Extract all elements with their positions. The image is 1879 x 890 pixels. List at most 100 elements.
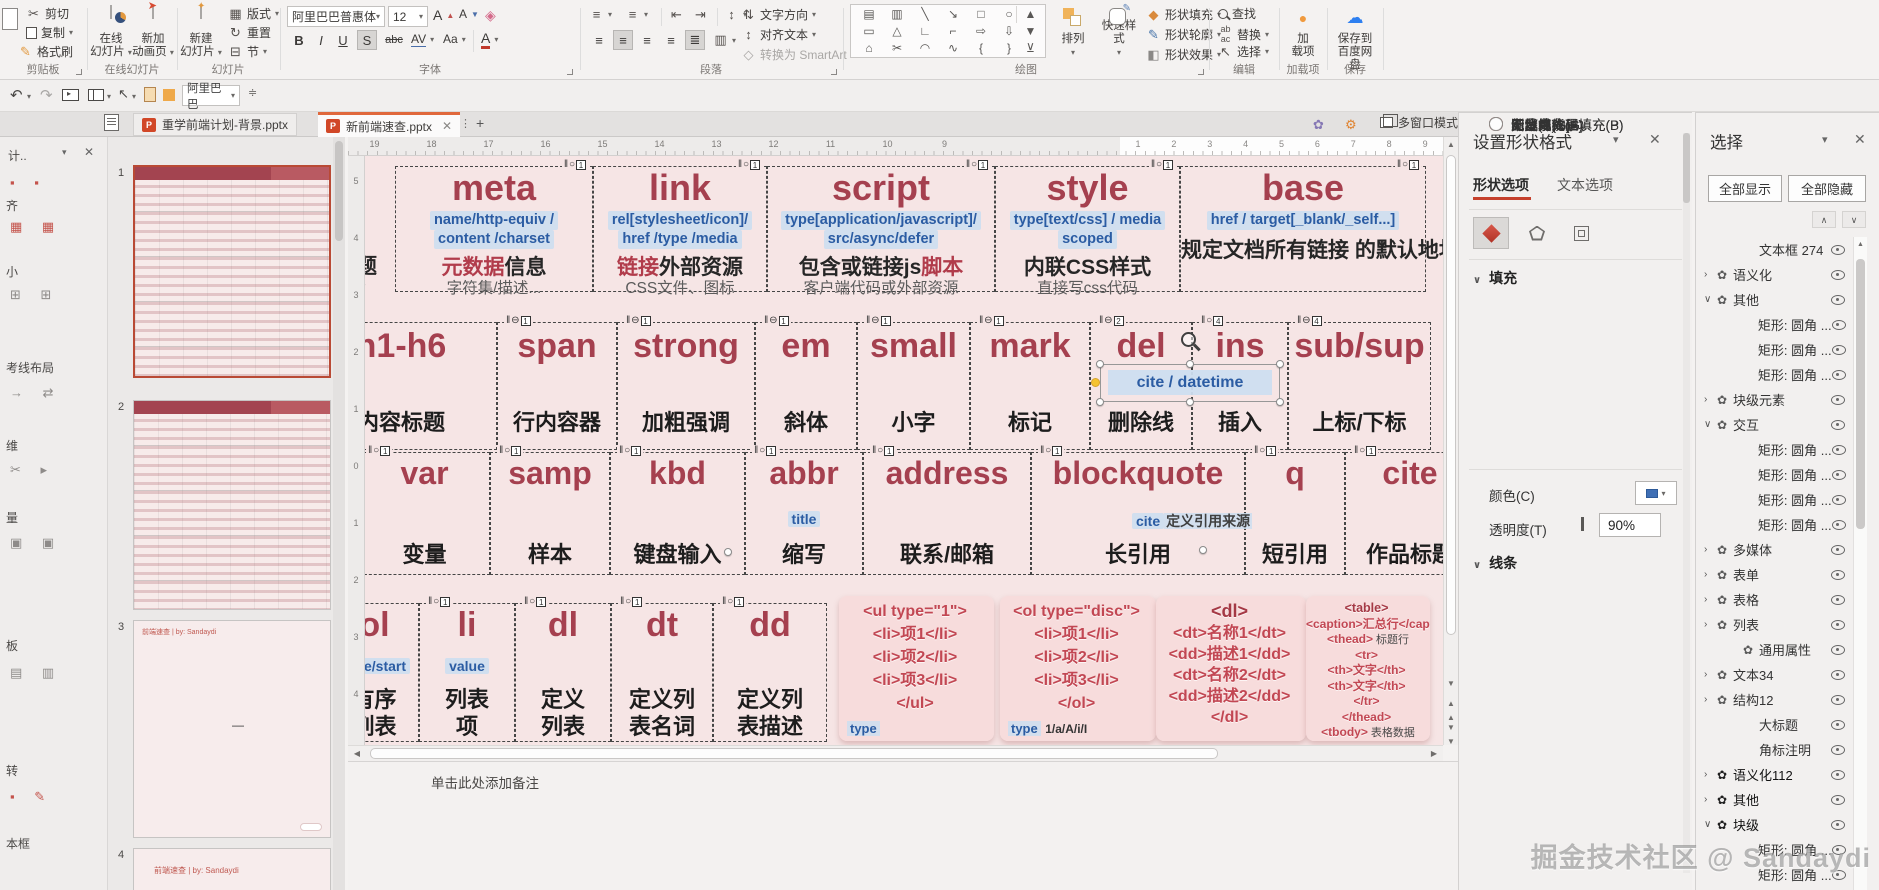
underline-button[interactable]: U — [338, 32, 348, 48]
numbering-button[interactable]: ≡ ▾ — [625, 7, 648, 22]
canvas-horizontal-scrollbar[interactable]: ◀ ▶ — [348, 745, 1443, 761]
align-right-button[interactable]: ≡ — [643, 32, 651, 48]
line-option-radio[interactable]: 渐变线(G) — [1489, 113, 1571, 135]
dialog-launcher-icon[interactable] — [831, 69, 837, 75]
document-tab-active[interactable]: P 新前端速查.pptx ✕ — [318, 112, 461, 137]
font-family-select[interactable]: 阿里巴巴普惠体 I ▾ — [287, 6, 385, 27]
tree-arrow-icon[interactable]: › — [1704, 694, 1708, 705]
replace-button[interactable]: ab ac 替换 ▾ — [1218, 24, 1269, 44]
selection-list-item[interactable]: ✿ 通用属性 — [1696, 637, 1852, 662]
shape-gallery[interactable]: ▤ ▥ ╲ ↘ □ ○ ▭ △ ∟ ⌐ ⇨ ⇩ ⌂ ✂ ◠ ∿ {} ▲ ▼ ⊻ — [850, 4, 1046, 58]
tool-icon-row[interactable]: ▣ ▣ — [10, 535, 63, 550]
tool-icon-row[interactable]: ✂ ▸ — [10, 462, 56, 477]
close-icon[interactable]: ✕ — [1854, 131, 1866, 147]
selection-list-item[interactable]: 矩形: 圆角 ... — [1696, 512, 1852, 537]
clear-format-button[interactable]: ◈ — [485, 7, 496, 23]
section-button[interactable]: ⊟ 节 ▾ — [228, 43, 267, 60]
shape-icon[interactable]: ⌐ — [949, 24, 957, 38]
tag-card[interactable]: ‖ ○ 1 blockquote 长引用 — [1031, 445, 1245, 575]
selection-list-item[interactable]: › ✿ 多媒体 — [1696, 537, 1852, 562]
online-slides-button[interactable]: 在线 幻灯片 ▾ — [90, 3, 132, 59]
paste-tool-icon[interactable] — [144, 87, 156, 102]
visibility-eye-icon[interactable] — [1831, 568, 1846, 581]
pane-scrollbar[interactable] — [1683, 133, 1690, 873]
tool-icon-row[interactable]: ▦ ▦ — [10, 219, 63, 234]
visibility-eye-icon[interactable] — [1831, 793, 1846, 806]
line-section-header[interactable]: ∨ 线条 — [1473, 555, 1518, 571]
redo-button[interactable]: ↷ — [40, 87, 53, 104]
visibility-eye-icon[interactable] — [1831, 843, 1846, 856]
new-slide-button[interactable]: ✦ 新建 幻灯片 ▾ — [180, 1, 222, 58]
visibility-eye-icon[interactable] — [1831, 468, 1846, 481]
tag-card[interactable]: ‖ ○ 1 abbr title 缩写 — [745, 445, 863, 575]
visibility-eye-icon[interactable] — [1831, 743, 1846, 756]
tag-card[interactable]: ‖ ○ 1 style type[text/css] / media scoped 内… — [995, 159, 1180, 297]
vertical-ruler[interactable]: 5 4 3 2 1 0 1 2 3 4 — [348, 156, 365, 745]
format-painter-button[interactable]: ✎ 格式刷 — [18, 43, 73, 60]
text-direction-button[interactable]: ⇅ 文字方向 ▾ — [741, 6, 816, 23]
scroll-up-icon[interactable]: ▲ — [1857, 241, 1864, 248]
shape-icon[interactable]: } — [1006, 41, 1011, 55]
tree-arrow-icon[interactable]: ∨ — [1704, 294, 1712, 305]
visibility-eye-icon[interactable] — [1831, 593, 1846, 606]
visibility-eye-icon[interactable] — [1831, 293, 1846, 306]
shape-icon[interactable]: ▭ — [863, 24, 875, 38]
font-size-select[interactable]: 12 ▾ — [388, 6, 428, 27]
show-all-button[interactable]: 全部显示 — [1708, 175, 1782, 202]
change-case-button[interactable]: Aa ▾ — [443, 32, 466, 46]
undo-chevron-icon[interactable]: ▾ — [27, 92, 32, 101]
tag-card[interactable]: ‖ ⊖ 1 strong 加粗强调 — [617, 315, 755, 450]
slide-thumbnail-2[interactable] — [133, 400, 331, 610]
tag-card[interactable]: ‖ ○ 1 dt 定义列 表名词 — [611, 596, 713, 742]
format-block-icon[interactable] — [163, 89, 175, 101]
copy-button[interactable]: 复制 ▾ — [26, 23, 73, 41]
visibility-eye-icon[interactable] — [1831, 393, 1846, 406]
scrollbar-thumb[interactable] — [1446, 155, 1456, 635]
selection-list-item[interactable]: › ✿ 表格 — [1696, 587, 1852, 612]
tag-card[interactable]: ‖ ⊖ 1 small 小字 — [857, 315, 970, 450]
shadow-button[interactable]: S — [357, 30, 377, 50]
size-properties-icon[interactable] — [1563, 217, 1599, 249]
line-spacing-button[interactable]: ↕ ▾ — [724, 7, 747, 22]
adjust-handle[interactable] — [1091, 378, 1100, 387]
selection-list-item[interactable]: › ✿ 列表 — [1696, 612, 1852, 637]
tree-arrow-icon[interactable]: › — [1704, 269, 1708, 280]
tool-icon-row[interactable]: ▪ ▪ — [10, 175, 47, 190]
tag-card[interactable]: ‖ ⊖ 1 mark 标记 — [970, 315, 1090, 450]
move-up-button[interactable]: ∧ — [1812, 211, 1836, 228]
align-left-button[interactable]: ≡ — [595, 32, 603, 48]
pointer-button[interactable]: ↖ — [118, 86, 129, 101]
visibility-eye-icon[interactable] — [1831, 243, 1846, 256]
slide-thumbnail-4[interactable]: 前端速查 | by: Sandaydi — [133, 848, 331, 890]
selection-list-item[interactable]: 矩形: 圆角 ... — [1696, 312, 1852, 337]
reset-button[interactable]: ↻ 重置 — [228, 24, 271, 41]
selection-list-item[interactable]: 矩形: 圆角 ... — [1696, 862, 1852, 887]
visibility-eye-icon[interactable] — [1831, 718, 1846, 731]
transparency-input[interactable]: 90% — [1599, 513, 1661, 537]
dialog-launcher-icon[interactable] — [567, 69, 573, 75]
tag-card[interactable]: ‖ ○ 1 cite 作品标题 — [1345, 445, 1443, 575]
shape-icon[interactable]: ◠ — [919, 41, 931, 55]
shape-icon[interactable]: ▤ — [863, 7, 875, 21]
tag-card[interactable]: ‖ ○ 1 dl 定义 列表 — [515, 596, 611, 742]
new-tab-button[interactable]: + — [476, 115, 485, 131]
layout-button[interactable]: ▦ 版式 ▾ — [229, 5, 280, 22]
decrease-indent-button[interactable]: ⇤ — [669, 7, 684, 23]
tree-arrow-icon[interactable]: › — [1704, 769, 1708, 780]
tree-arrow-icon[interactable]: ∨ — [1704, 819, 1712, 830]
grow-font-button[interactable]: A ▲ — [433, 7, 455, 23]
visibility-eye-icon[interactable] — [1831, 493, 1846, 506]
visibility-eye-icon[interactable] — [1831, 543, 1846, 556]
scroll-left-icon[interactable]: ◀ — [353, 749, 361, 758]
visibility-eye-icon[interactable] — [1831, 868, 1846, 881]
scroll-up-icon[interactable]: ▲ — [1447, 140, 1455, 149]
visibility-eye-icon[interactable] — [1831, 268, 1846, 281]
shape-icon[interactable]: ✂ — [891, 41, 903, 55]
tag-card[interactable]: ‖ ⊖ 1 span 行内容器 — [497, 315, 617, 450]
shape-icon[interactable]: ○ — [1005, 7, 1013, 21]
tag-card[interactable]: ‖ ⊖ 4 sub/sup 上标/下标 — [1288, 315, 1431, 450]
new-animation-page-button[interactable]: ➤ 新加 动画页 ▾ — [132, 0, 174, 58]
cut-button[interactable]: ✂ 剪切 — [26, 5, 69, 22]
shape-icon[interactable]: ⌂ — [865, 41, 873, 55]
chevron-down-icon[interactable]: ▾ — [62, 147, 67, 157]
